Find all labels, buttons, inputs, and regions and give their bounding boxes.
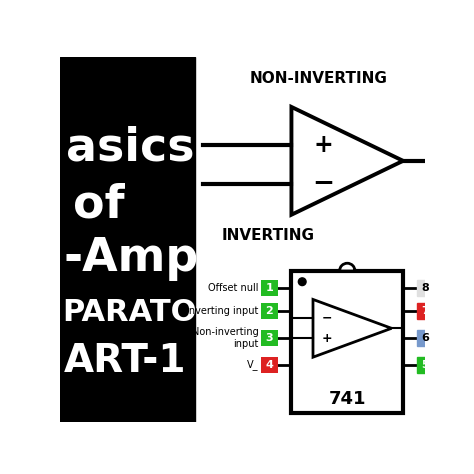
Bar: [417, 357, 434, 373]
Bar: [61, 57, 195, 422]
Text: −: −: [321, 312, 332, 325]
Text: of: of: [73, 182, 124, 227]
Bar: [261, 357, 278, 373]
Text: asics: asics: [66, 125, 194, 170]
Text: -Amps: -Amps: [64, 236, 226, 281]
Bar: [261, 280, 278, 296]
Wedge shape: [339, 263, 355, 271]
Text: NON-INVERTING: NON-INVERTING: [249, 71, 387, 86]
Bar: [417, 303, 434, 319]
Text: 5: 5: [421, 360, 429, 370]
Text: 4: 4: [265, 360, 273, 370]
Text: 741: 741: [328, 390, 366, 408]
Text: PARATOR): PARATOR): [62, 298, 234, 327]
Bar: [417, 280, 434, 296]
Text: −: −: [313, 171, 335, 197]
Text: 3: 3: [265, 333, 273, 343]
Bar: [261, 330, 278, 346]
Circle shape: [298, 278, 306, 285]
Text: 7: 7: [421, 306, 429, 316]
Text: 8: 8: [421, 283, 429, 293]
Text: INVERTING: INVERTING: [222, 228, 315, 243]
Text: +: +: [314, 133, 334, 157]
Text: V_: V_: [247, 359, 258, 370]
Text: 1: 1: [265, 283, 273, 293]
Text: ART-1: ART-1: [64, 342, 187, 380]
Text: 2: 2: [265, 306, 273, 316]
Text: +: +: [321, 332, 332, 345]
Bar: [261, 303, 278, 319]
Bar: [417, 330, 434, 346]
Text: 6: 6: [421, 333, 429, 343]
Text: Non-inverting
input: Non-inverting input: [191, 327, 258, 349]
Text: Offset null: Offset null: [208, 283, 258, 293]
Text: Inverting input: Inverting input: [186, 306, 258, 316]
Bar: [292, 271, 403, 413]
